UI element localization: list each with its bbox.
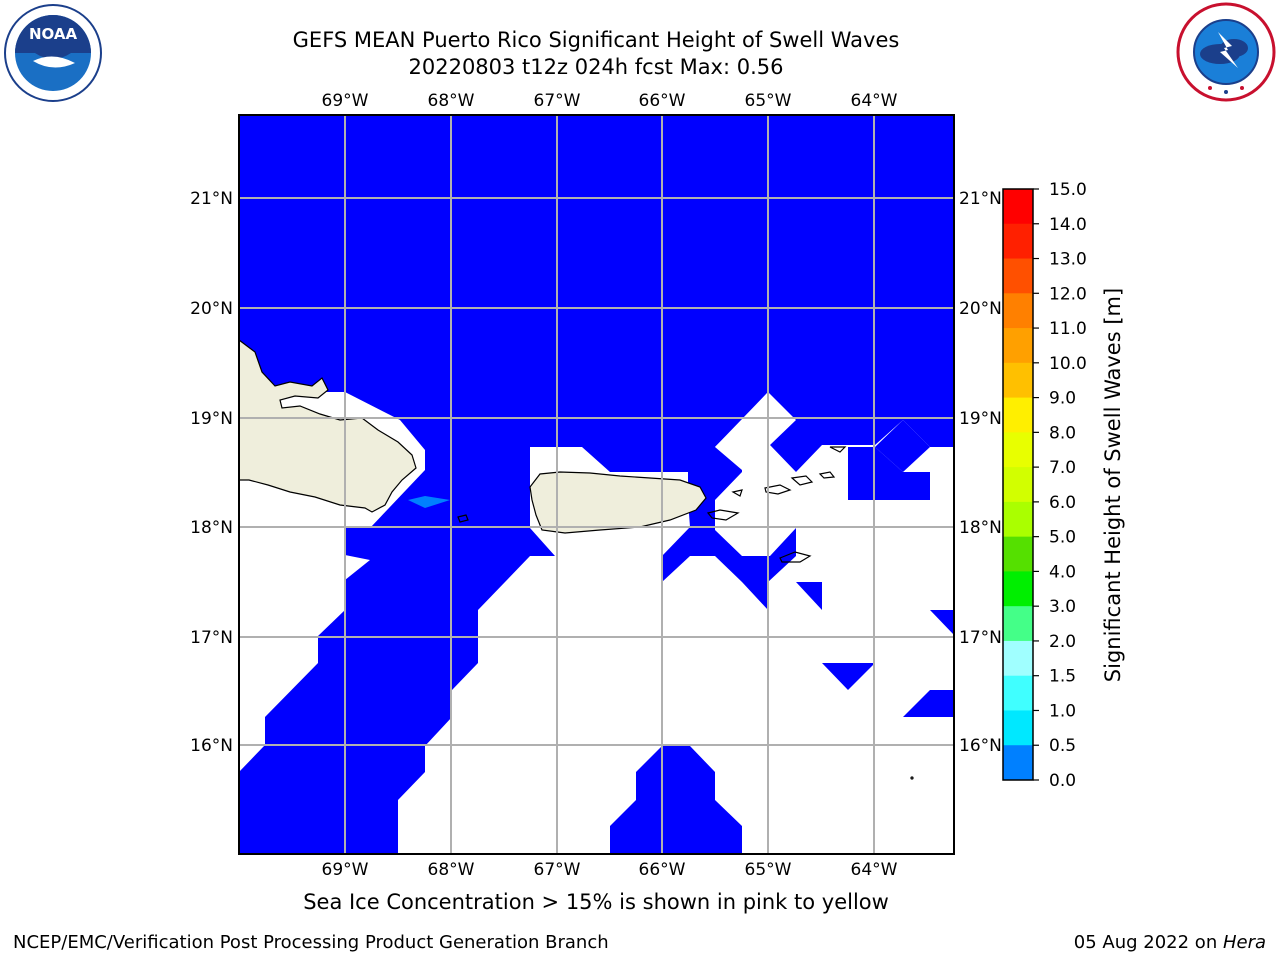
colorbar-segment [1003, 606, 1033, 642]
colorbar-tick-label: 15.0 [1049, 180, 1087, 200]
lon-label: 66°W [639, 860, 686, 880]
lon-label: 67°W [534, 91, 581, 111]
colorbar-tick-label: 7.0 [1049, 458, 1076, 478]
colorbar-segment [1003, 710, 1033, 746]
colorbar-segment [1003, 328, 1033, 364]
lat-label: 20°N [959, 299, 1002, 319]
lon-labels-bottom: 69°W 68°W 67°W 66°W 65°W 64°W [322, 860, 898, 880]
lat-label: 20°N [190, 299, 233, 319]
chart-title: GEFS MEAN Puerto Rico Significant Height… [292, 28, 900, 52]
hispaniola-land [239, 339, 417, 513]
colorbar-tick-label: 9.0 [1049, 389, 1076, 409]
colorbar-label: Significant Height of Swell Waves [m] [1101, 287, 1125, 683]
footer-date: 05 Aug 2022 on Hera [1074, 932, 1266, 953]
colorbar-tick-label: 1.5 [1049, 667, 1076, 687]
nws-logo [1176, 2, 1276, 102]
colorbar-frame [1002, 188, 1034, 781]
lon-label: 65°W [745, 860, 792, 880]
colorbar-segment [1003, 189, 1033, 225]
colorbar-segment [1003, 675, 1033, 711]
colorbar-ticks: 15.0 14.0 13.0 12.0 11.0 10.0 9.0 8.0 7.0 6.0 5.0 4… [1033, 180, 1087, 791]
noaa-logo: NOAA [4, 4, 102, 102]
colorbar-segment [1003, 571, 1033, 607]
lat-label: 18°N [959, 518, 1002, 538]
colorbar-segment [1003, 223, 1033, 260]
small-islands [457, 446, 914, 780]
lon-label: 69°W [322, 860, 369, 880]
lon-label: 64°W [851, 860, 898, 880]
colorbar-tick-label: 14.0 [1049, 215, 1087, 235]
lat-label: 17°N [190, 628, 233, 648]
lon-label: 64°W [851, 91, 898, 111]
colorbar-tick-label: 0.5 [1049, 736, 1076, 756]
lat-labels-left: 21°N 20°N 19°N 18°N 17°N 16°N [190, 189, 233, 756]
lat-label: 16°N [959, 736, 1002, 756]
footer-branch: NCEP/EMC/Verification Post Processing Pr… [13, 932, 609, 953]
colorbar-tick-label: 10.0 [1049, 354, 1087, 374]
colorbar-tick-label: 12.0 [1049, 284, 1087, 304]
chart-subtitle: 20220803 t12z 024h fcst Max: 0.56 [408, 55, 784, 79]
colorbar-tick-label: 6.0 [1049, 493, 1076, 513]
colorbar-tick-label: 2.0 [1049, 632, 1076, 652]
colorbar-segment [1003, 745, 1033, 781]
colorbar-segment [1003, 432, 1033, 468]
swell-patch [408, 496, 450, 508]
lon-label: 65°W [745, 91, 792, 111]
colorbar-segment [1003, 467, 1033, 503]
footer-date-text: 05 Aug 2022 on [1073, 932, 1223, 953]
lon-label: 67°W [534, 860, 581, 880]
lon-label: 68°W [428, 91, 475, 111]
colorbar-segment [1003, 293, 1033, 329]
lon-labels-top: 69°W 68°W 67°W 66°W 65°W 64°W [322, 91, 898, 111]
colorbar-tick-label: 3.0 [1049, 597, 1076, 617]
colorbar-segment [1003, 258, 1033, 294]
colorbar-tick-label: 0.0 [1049, 771, 1076, 791]
colorbar-segment [1003, 536, 1033, 572]
lat-label: 21°N [959, 189, 1002, 209]
colorbar-segment [1003, 397, 1033, 433]
colorbar-segment [1003, 362, 1033, 399]
colorbar-tick-label: 8.0 [1049, 423, 1076, 443]
colorbar-tick-label: 13.0 [1049, 250, 1087, 270]
lat-label: 18°N [190, 518, 233, 538]
lat-label: 21°N [190, 189, 233, 209]
lon-label: 66°W [639, 91, 686, 111]
colorbar-tick-label: 11.0 [1049, 319, 1087, 339]
sea-ice-note: Sea Ice Concentration > 15% is shown in … [303, 890, 889, 914]
lat-label: 17°N [959, 628, 1002, 648]
map-frame [238, 114, 955, 855]
gridlines [239, 115, 954, 854]
colorbar [1002, 188, 1034, 781]
colorbar-tick-label: 4.0 [1049, 562, 1076, 582]
lon-label: 69°W [322, 91, 369, 111]
lat-label: 19°N [959, 409, 1002, 429]
footer-machine: Hera [1222, 932, 1266, 953]
lat-labels-right: 21°N 20°N 19°N 18°N 17°N 16°N [959, 189, 1002, 756]
colorbar-tick-label: 5.0 [1049, 528, 1076, 548]
colorbar-tick-label: 1.0 [1049, 701, 1076, 721]
colorbar-segment [1003, 501, 1033, 538]
lon-label: 68°W [428, 860, 475, 880]
svg-text:NOAA: NOAA [29, 25, 78, 43]
colorbar-segment [1003, 640, 1033, 677]
lat-label: 16°N [190, 736, 233, 756]
lat-label: 19°N [190, 409, 233, 429]
